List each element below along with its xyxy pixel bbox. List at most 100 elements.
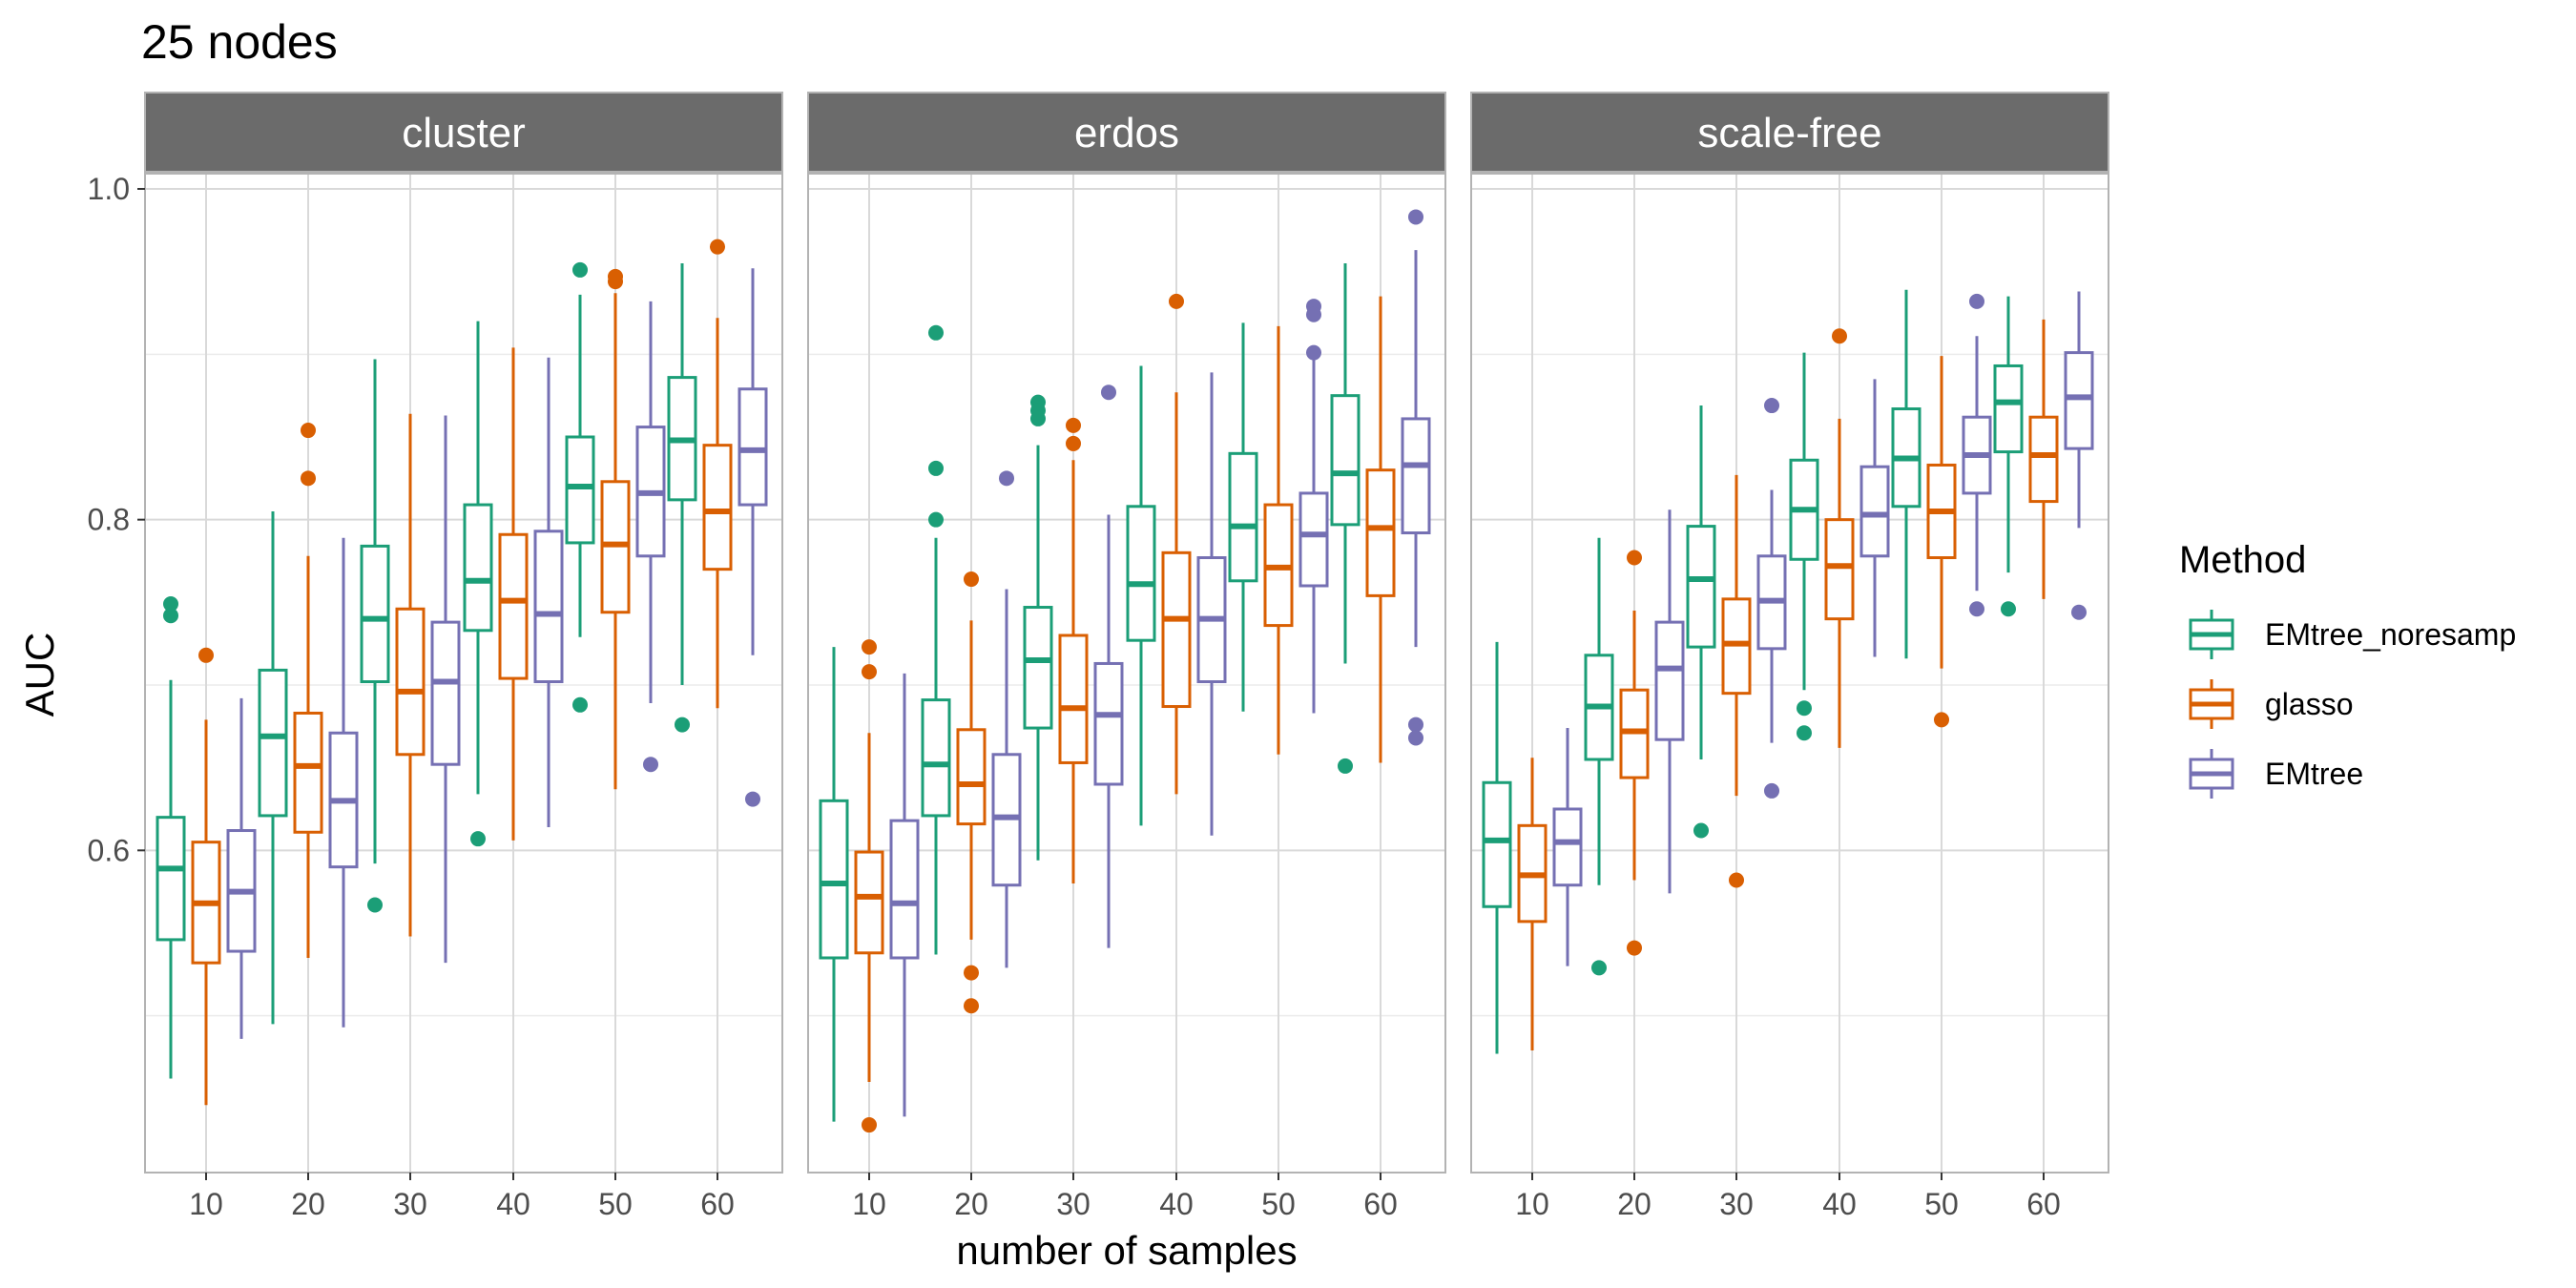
box-iqr — [1298, 491, 1329, 588]
box-iqr — [395, 607, 426, 757]
outlier-point — [643, 757, 658, 773]
box-iqr — [889, 819, 920, 960]
outlier-point — [928, 460, 944, 476]
outlier-point — [1832, 328, 1847, 344]
outlier-point — [572, 261, 588, 278]
box-EMtree_noresamp-40 — [1126, 365, 1156, 826]
outlier-point — [198, 647, 214, 663]
outlier-point — [928, 324, 944, 341]
box-glasso-40 — [498, 347, 529, 841]
box-EMtree-20 — [328, 537, 359, 1028]
box-iqr — [737, 387, 768, 507]
strip-background — [144, 92, 783, 173]
panel-border — [1470, 173, 2109, 1174]
outlier-point — [1969, 293, 1984, 309]
facet-panel-scale-free: scale-free 10 20 30 40 50 60 — [1470, 92, 2109, 1221]
box-EMtree-10 — [1552, 728, 1583, 966]
outlier-point — [1408, 717, 1423, 733]
outlier-point — [301, 423, 316, 439]
panel-border — [144, 173, 783, 1174]
box-EMtree-50 — [1962, 293, 1992, 617]
y-axis-title: AUC — [17, 633, 62, 717]
x-tick-label: 50 — [1261, 1187, 1296, 1221]
panel-border — [807, 173, 1446, 1174]
box-iqr — [1654, 620, 1685, 741]
box-iqr — [258, 668, 288, 818]
box-EMtree_noresamp-40 — [463, 321, 493, 847]
strip-background — [1470, 92, 2109, 173]
facet-panel-cluster: cluster 10 20 30 40 50 60 — [144, 92, 783, 1221]
box-EMtree_noresamp-30 — [1686, 405, 1716, 839]
outlier-point — [745, 791, 760, 807]
outlier-point — [862, 639, 877, 655]
box-glasso-50 — [1263, 325, 1294, 755]
box-EMtree_noresamp-30 — [360, 359, 390, 913]
box-glasso-60 — [2028, 319, 2059, 599]
outlier-point — [1729, 872, 1744, 888]
box-glasso-10 — [854, 639, 884, 1133]
box-EMtree_noresamp-30 — [1023, 394, 1053, 861]
x-tick-label: 10 — [1515, 1187, 1549, 1221]
outlier-point — [367, 897, 383, 913]
x-tick-label: 40 — [1822, 1187, 1857, 1221]
outlier-point — [1934, 712, 1949, 728]
panel-background — [808, 174, 1445, 1173]
outlier-point — [710, 239, 725, 255]
box-iqr — [498, 532, 529, 680]
strip-label-cluster: cluster — [402, 110, 526, 156]
box-glasso-20 — [956, 571, 987, 1014]
box-EMtree_noresamp-20 — [258, 510, 288, 1025]
legend-item-EMtree_noresamp: EMtree_noresamp — [2189, 610, 2516, 659]
outlier-point — [1797, 725, 1812, 741]
box-iqr — [156, 816, 186, 942]
x-tick-label: 10 — [189, 1187, 223, 1221]
box-EMtree_noresamp-50 — [1891, 289, 1922, 659]
box-iqr — [565, 435, 595, 545]
outlier-point — [1693, 822, 1709, 839]
box-EMtree_noresamp-60 — [1993, 296, 2024, 617]
outlier-point — [964, 571, 979, 588]
outlier-point — [1306, 306, 1321, 322]
legend-title: Method — [2179, 539, 2306, 581]
box-glasso-30 — [395, 413, 426, 937]
box-iqr — [430, 620, 461, 766]
outlier-point — [862, 664, 877, 680]
x-tick-label: 20 — [291, 1187, 325, 1221]
panel-background — [1471, 174, 2109, 1173]
outlier-point — [2001, 601, 2016, 617]
legend-item-glasso: glasso — [2189, 679, 2354, 729]
box-glasso-40 — [1824, 328, 1855, 748]
x-tick-label: 40 — [1159, 1187, 1194, 1221]
outlier-point — [675, 717, 690, 733]
box-EMtree_noresamp-50 — [565, 261, 595, 713]
outlier-point — [1101, 384, 1116, 401]
x-tick-label: 40 — [496, 1187, 530, 1221]
box-EMtree_noresamp-40 — [1789, 352, 1819, 741]
outlier-point — [1066, 435, 1081, 451]
y-axis: 0.6 0.8 1.0 — [88, 172, 145, 867]
outlier-point — [1969, 601, 1984, 617]
box-iqr — [1401, 417, 1431, 535]
box-iqr — [2028, 415, 2059, 504]
legend-label: glasso — [2265, 687, 2354, 721]
box-glasso-10 — [1517, 758, 1548, 1051]
box-glasso-50 — [600, 268, 631, 790]
y-tick-label: 0.8 — [88, 503, 130, 537]
facet-panel-erdos: erdos 10 20 30 40 50 60 — [807, 92, 1446, 1221]
x-axis-title: number of samples — [956, 1228, 1297, 1273]
box-iqr — [1058, 634, 1089, 764]
y-tick-label: 1.0 — [88, 172, 130, 206]
outlier-point — [1408, 730, 1423, 746]
box-EMtree-40 — [533, 357, 564, 828]
box-iqr — [1482, 780, 1512, 908]
box-EMtree-40 — [1196, 372, 1227, 836]
box-EMtree-20 — [1654, 509, 1685, 894]
outlier-point — [2071, 604, 2087, 620]
box-EMtree_noresamp-20 — [921, 324, 951, 955]
strip-label-scale-free: scale-free — [1697, 110, 1881, 156]
outlier-point — [301, 470, 316, 487]
box-EMtree-50 — [1298, 299, 1329, 714]
box-EMtree-30 — [1756, 398, 1787, 799]
y-tick-label: 0.6 — [88, 833, 130, 867]
